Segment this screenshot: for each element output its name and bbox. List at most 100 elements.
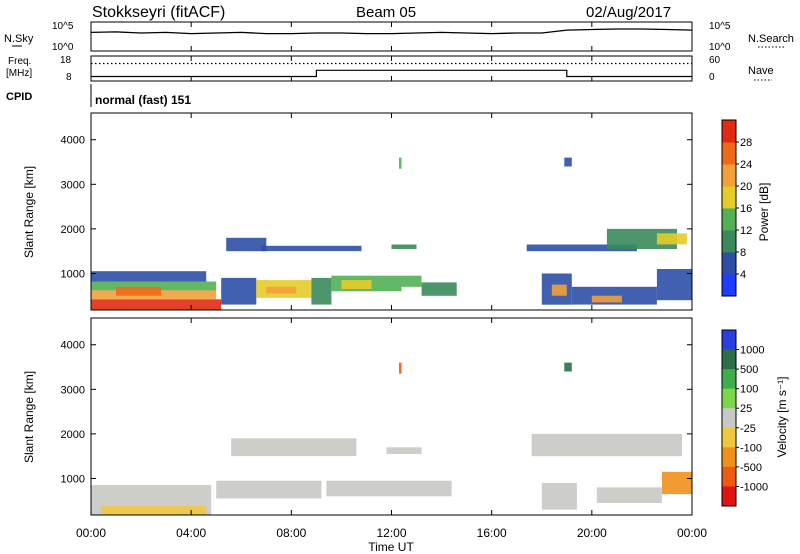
frequency-series-line <box>91 69 692 78</box>
colorbar-segment <box>722 447 736 468</box>
x-tick-label: 16:00 <box>477 526 507 540</box>
x-tick-label: 04:00 <box>176 526 206 540</box>
data-cell <box>656 233 687 245</box>
power-ylabel: Slant Range [km] <box>22 166 36 258</box>
data-cell <box>541 482 577 510</box>
data-cell <box>596 487 662 503</box>
data-cell <box>526 244 637 252</box>
colorbar-tick-label: 16 <box>740 203 752 215</box>
beam-title: Beam 05 <box>356 4 416 21</box>
colorbar-tick-label: 25 <box>740 403 752 415</box>
colorbar-segment <box>722 388 736 409</box>
nsearch-label: N.Search <box>748 33 794 45</box>
data-cell <box>311 277 332 305</box>
time-axis: 00:00 04:00 08:00 12:00 16:00 20:00 00:00 <box>76 22 707 540</box>
y-tick-label: 3000 <box>61 384 85 396</box>
nsky-series-line <box>90 28 693 35</box>
x-tick-label: 08:00 <box>276 526 306 540</box>
velocity-panel: 1000 2000 3000 4000 Slant Range [km] 1000 50… <box>22 317 789 516</box>
data-cell <box>399 362 402 374</box>
noise-tick-right-bottom: 10^0 <box>709 42 731 53</box>
colorbar-segment <box>722 164 736 187</box>
y-tick-label: 3000 <box>61 179 85 191</box>
velocity-colorbar-label: Velocity [m s⁻¹] <box>775 376 789 457</box>
data-cell <box>226 237 267 252</box>
colorbar-tick-label: -25 <box>740 423 756 435</box>
colorbar-tick-label: 12 <box>740 225 752 237</box>
x-tick-label: 20:00 <box>577 526 607 540</box>
y-tick-label: 2000 <box>61 224 85 236</box>
cpid-label: CPID <box>6 91 32 103</box>
colorbar-segment <box>722 486 736 507</box>
colorbar-frame <box>721 329 737 507</box>
power-colorbar: 4 8 12 16 20 24 28 <box>721 119 752 297</box>
colorbar-segment <box>722 120 736 143</box>
colorbar-segment <box>722 142 736 165</box>
freq-tick-right-top: 60 <box>709 55 721 66</box>
colorbar-segment <box>722 230 736 253</box>
power-colorbar-label: Power [dB] <box>757 183 771 242</box>
data-cell <box>266 286 297 294</box>
cpid-value: normal (fast) 151 <box>95 93 191 107</box>
colorbar-tick-label: 28 <box>740 137 752 149</box>
colorbar-tick-label: 24 <box>740 159 752 171</box>
colorbar-segment <box>722 369 736 390</box>
noise-panel: N.Sky 10^5 10^0 10^5 10^0 N.Search <box>4 21 794 53</box>
x-tick-label: 00:00 <box>677 526 707 540</box>
power-y-ticks: 1000 2000 3000 4000 <box>61 135 692 280</box>
y-tick-label: 4000 <box>61 135 85 147</box>
freq-label-line1: Freq. <box>8 56 31 67</box>
data-cell <box>91 281 217 291</box>
data-cell <box>91 271 207 282</box>
data-cell <box>591 295 622 303</box>
frequency-panel: Freq. [MHz] 18 8 60 0 Nave <box>6 55 774 83</box>
data-cell <box>386 447 422 454</box>
velocity-colorbar: 1000 500 100 25 -25 -100 -500 -1000 <box>721 329 768 507</box>
x-tick-label: 12:00 <box>376 526 406 540</box>
y-tick-label: 1000 <box>61 473 85 485</box>
velocity-data-cells <box>91 362 692 515</box>
colorbar-tick-label: -100 <box>740 442 762 454</box>
colorbar-segment <box>722 186 736 209</box>
freq-tick-left-bottom: 8 <box>66 72 72 83</box>
data-cell <box>91 299 222 310</box>
velocity-y-ticks: 1000 2000 3000 4000 <box>61 340 692 485</box>
data-cell <box>261 245 362 252</box>
power-data-cells <box>91 157 692 310</box>
freq-tick-right-bottom: 0 <box>709 72 715 83</box>
data-cell <box>551 284 567 296</box>
colorbar-segment <box>722 208 736 231</box>
data-cell <box>662 471 692 495</box>
data-cell <box>564 362 572 372</box>
data-cell <box>531 433 682 457</box>
data-cell <box>391 244 417 249</box>
station-title: Stokkseyri (fitACF) <box>92 4 225 21</box>
y-tick-label: 2000 <box>61 429 85 441</box>
noise-tick-left-top: 10^5 <box>52 21 74 32</box>
y-tick-label: 1000 <box>61 268 85 280</box>
data-cell <box>399 157 402 169</box>
y-tick-label: 4000 <box>61 340 85 352</box>
colorbar-tick-label: 20 <box>740 181 752 193</box>
colorbar-segment <box>722 408 736 429</box>
power-panel: 1000 2000 3000 4000 Slant Range [km] 4 8 12 16… <box>22 112 771 311</box>
data-cell <box>564 157 572 167</box>
freq-tick-left-top: 18 <box>60 55 72 66</box>
colorbar-segment <box>722 252 736 275</box>
colorbar-segment <box>722 349 736 370</box>
colorbar-tick-label: 4 <box>740 269 746 281</box>
colorbar-segment <box>722 427 736 448</box>
nsky-label: N.Sky <box>4 33 34 45</box>
data-cell <box>101 506 207 515</box>
data-cell <box>221 277 257 305</box>
colorbar-segment <box>722 466 736 487</box>
data-cell <box>216 480 322 499</box>
nave-label: Nave <box>748 65 774 77</box>
velocity-ylabel: Slant Range [km] <box>22 371 36 463</box>
date-title: 02/Aug/2017 <box>586 4 671 21</box>
noise-tick-left-bottom: 10^0 <box>52 42 74 53</box>
time-axis-label: Time UT <box>368 540 414 554</box>
data-cell <box>231 438 357 457</box>
data-cell <box>656 269 692 301</box>
